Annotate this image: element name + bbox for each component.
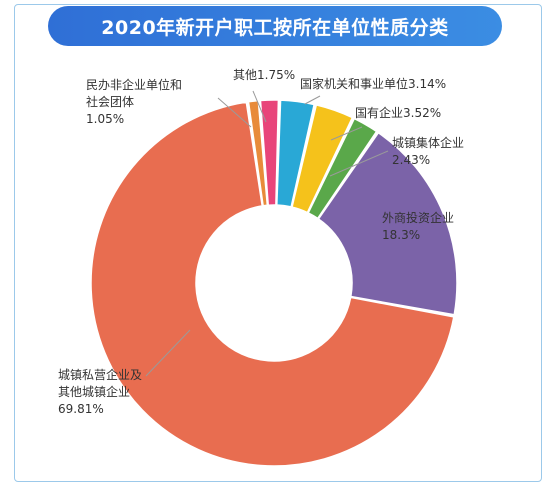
slice-label-1: 国家机关和事业单位3.14% (300, 76, 446, 91)
slice-label-6: 民办非企业单位和社会团体 1.05% (86, 77, 182, 126)
leader-line-2 (330, 126, 363, 141)
donut-slice-1 (276, 99, 316, 208)
slice-label-7: 其他1.75% (233, 68, 295, 82)
donut-slice-2 (291, 104, 354, 214)
donut-slice-6 (247, 99, 269, 207)
title-banner: 2020年新开户职工按所在单位性质分类 (48, 6, 502, 46)
donut-slice-5 (90, 101, 455, 467)
slice-label-5: 城镇私营企业及其他城镇企业 69.81% (58, 367, 142, 416)
chart-title: 2020年新开户职工按所在单位性质分类 (101, 16, 449, 39)
donut-slice-7 (259, 99, 280, 207)
leader-line-5 (145, 329, 191, 377)
donut-slice-4 (317, 131, 458, 316)
slice-label-4: 外商投资企业 18.3% (382, 210, 454, 242)
leader-line-6 (217, 97, 252, 128)
slice-label-2: 国有企业3.52% (355, 105, 441, 120)
donut-slice-3 (307, 117, 378, 220)
slice-label-3: 城镇集体企业 2.43% (392, 135, 464, 167)
leader-line-7 (252, 90, 267, 123)
leader-line-3 (329, 150, 389, 177)
leader-line-1 (304, 95, 321, 105)
